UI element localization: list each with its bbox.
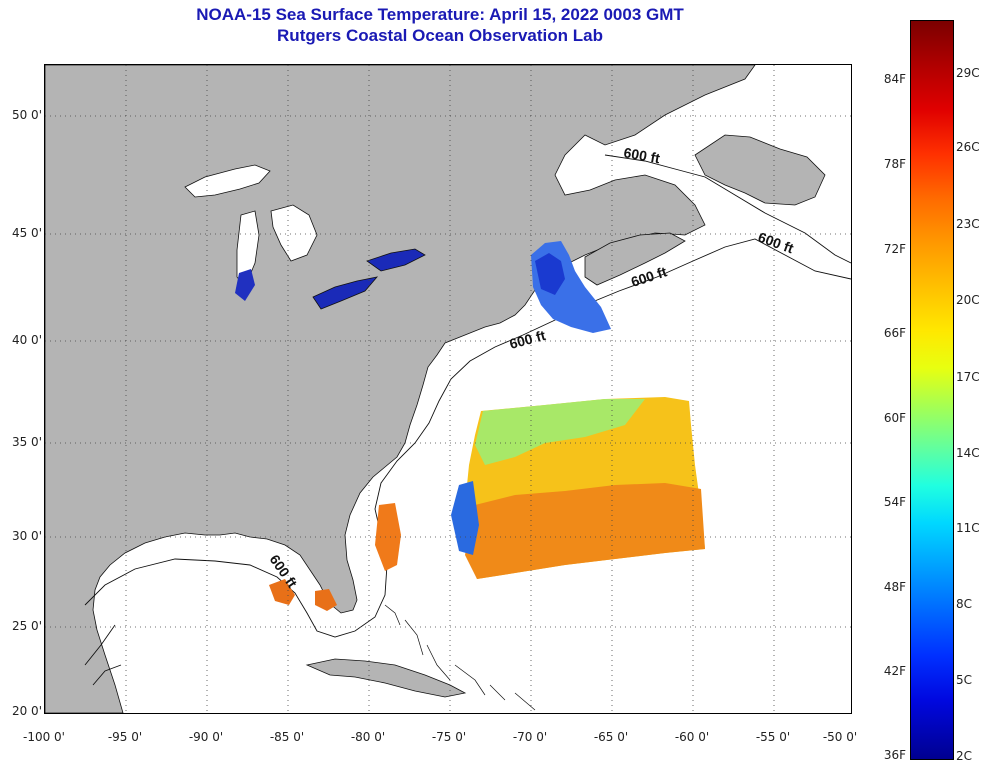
colorbar-c-5: 5C [956, 673, 973, 687]
lon-label-70: -70 0' [512, 730, 548, 744]
colorbar-c-26: 26C [956, 140, 980, 154]
land-nova-scotia [584, 232, 686, 286]
lat-label-20: 20 0' [11, 704, 42, 718]
lat-label-40: 40 0' [11, 333, 42, 347]
lake-michigan-sst [235, 269, 255, 301]
colorbar-f-72: 72F [883, 242, 906, 256]
contour-label-600ft-1: 600 ft [622, 144, 661, 166]
lat-label-30: 30 0' [11, 529, 42, 543]
lon-label-95: -95 0' [107, 730, 143, 744]
colorbar-c-8: 8C [956, 597, 973, 611]
colorbar-f-48: 48F [883, 580, 906, 594]
colorbar-c-17: 17C [956, 370, 980, 384]
lon-label-85: -85 0' [269, 730, 305, 744]
lake-huron [270, 204, 318, 262]
map-canvas: 600 ft 600 ft 600 ft 600 ft 600 ft [45, 65, 851, 713]
contour-600ft-canada [604, 154, 851, 264]
lon-label-65: -65 0' [593, 730, 629, 744]
sst-gulf-mexico-patch-2 [315, 589, 337, 611]
contour-600ft-atlantic [84, 238, 851, 638]
sst-gulf-mexico-patch [269, 579, 295, 605]
lon-label-60: -60 0' [674, 730, 710, 744]
colorbar-f-54: 54F [883, 495, 906, 509]
lon-label-75: -75 0' [431, 730, 467, 744]
lon-label-90: -90 0' [188, 730, 224, 744]
lake-superior [184, 164, 271, 198]
chart-title-block: NOAA-15 Sea Surface Temperature: April 1… [0, 4, 880, 46]
colorbar-c-29: 29C [956, 66, 980, 80]
colorbar-c-23: 23C [956, 217, 980, 231]
contour-label-600ft-2: 600 ft [756, 229, 796, 257]
land-cuba [305, 658, 467, 698]
contour-600ft-gulf [84, 624, 122, 686]
graticule [45, 65, 851, 713]
sst-swath-cool [475, 399, 645, 465]
lon-label-55: -55 0' [755, 730, 791, 744]
colorbar-c-14: 14C [956, 446, 980, 460]
sst-gulf-of-maine-dark [535, 253, 565, 295]
colorbar-f-42: 42F [883, 664, 906, 678]
lake-ontario [366, 248, 426, 272]
map-title: NOAA-15 Sea Surface Temperature: April 1… [196, 5, 684, 24]
colorbar-f-60: 60F [883, 411, 906, 425]
sst-map[interactable]: 600 ft 600 ft 600 ft 600 ft 600 ft [44, 64, 852, 714]
lon-label-50: -50 0' [822, 730, 858, 744]
colorbar-c-2: 2C [956, 749, 973, 763]
land-bahamas [384, 604, 536, 711]
lat-label-35: 35 0' [11, 435, 42, 449]
colorbar-f-84: 84F [883, 72, 906, 86]
sst-coastal-strip [375, 503, 401, 571]
colorbar-c-20: 20C [956, 293, 980, 307]
sst-gulfstream-edge [451, 481, 479, 555]
lon-label-80: -80 0' [350, 730, 386, 744]
contour-label-600ft-4: 600 ft [508, 327, 548, 352]
map-subtitle: Rutgers Coastal Ocean Observation Lab [277, 26, 603, 45]
colorbar-c-11: 11C [956, 521, 980, 535]
colorbar-f-36: 36F [883, 748, 906, 762]
land-newfoundland [694, 134, 826, 206]
temperature-colorbar [910, 20, 954, 760]
sst-swath-orange [465, 483, 705, 579]
land-north-america [45, 65, 756, 713]
colorbar-f-66: 66F [883, 326, 906, 340]
lat-label-50: 50 0' [11, 108, 42, 122]
lake-erie [312, 276, 379, 310]
lat-label-45: 45 0' [11, 226, 42, 240]
lon-label-100: -100 0' [23, 730, 65, 744]
lat-label-25: 25 0' [11, 619, 42, 633]
colorbar-f-78: 78F [883, 157, 906, 171]
